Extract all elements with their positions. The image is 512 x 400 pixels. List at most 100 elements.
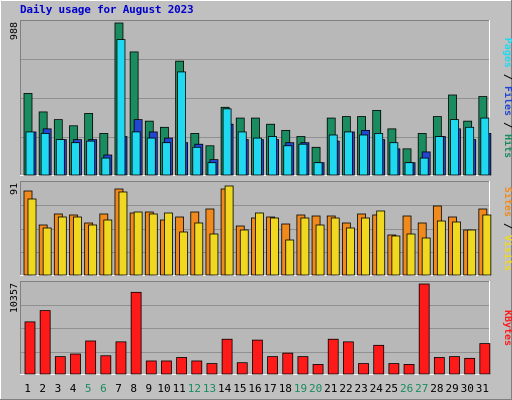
day-label: 7 [115,382,122,395]
visits-bar [27,198,37,276]
day-label: 31 [476,382,489,395]
visits-bar [361,217,370,276]
day-label: 28 [430,382,443,395]
pages-bar [131,131,141,176]
kbytes-bar [221,338,233,375]
visits-bar [255,212,264,276]
visits-bar [345,227,355,276]
kbytes-bar [206,363,218,375]
visits-bar [300,217,310,276]
pages-bar [389,142,399,176]
day-label: 15 [233,382,246,395]
kbytes-bar [176,357,188,375]
kbytes-bar [479,343,491,375]
kbytes-bar [267,356,278,375]
kbytes-bar [70,353,81,375]
pages-bar [222,108,232,176]
legend-sites: Sites [502,187,512,217]
visits-bar [88,224,98,276]
pages-bar [192,146,202,176]
day-label: 10 [157,382,170,395]
pages-bar [25,131,35,176]
pages-bar [86,140,96,176]
panel-1-ymax-label: 988 [9,22,20,40]
visits-bar [103,219,113,276]
pages-bar [374,133,384,176]
kbytes-bar [449,356,460,375]
visits-bar [179,231,189,276]
pages-bar [480,117,490,176]
legend-visits: Visits [502,235,512,271]
visits-bar [57,216,67,276]
day-label: 24 [370,382,384,395]
visits-bar [436,220,446,276]
kbytes-bar [342,341,354,375]
kbytes-bar [54,356,66,375]
day-label: 25 [385,382,398,395]
day-label: 20 [309,382,322,395]
kbytes-bar [433,357,445,375]
pages-bar [253,137,262,176]
kbytes-bar [297,356,309,375]
day-label: 12 [188,382,201,395]
kbytes-bar [418,283,430,375]
kbytes-bar [358,363,369,375]
kbytes-bar [312,364,324,375]
day-label: 27 [415,382,428,395]
day-label: 5 [85,382,92,395]
pages-bar [450,119,459,176]
legend-hits: Hits [502,134,512,158]
pages-bar [162,142,171,176]
day-label: 26 [400,382,413,395]
day-label: 1 [24,382,31,395]
kbytes-bar [145,360,157,375]
visits-bar [391,235,401,276]
visits-bar [148,213,158,276]
visits-bar [376,210,386,276]
kbytes-bar [252,339,263,375]
legend-files: Files [502,86,512,116]
pages-bar [268,136,277,176]
pages-bar [328,134,338,176]
visits-bar [239,229,249,276]
day-label: 11 [173,382,186,395]
visits-bar [118,191,128,276]
day-label: 22 [339,382,352,395]
pages-bar [207,162,217,176]
visits-bar [164,212,173,276]
day-label: 3 [55,382,62,395]
pages-bar [465,126,475,176]
kbytes-bar [282,352,294,375]
visits-bar [194,222,204,276]
visits-bar [467,229,477,276]
pages-bar [237,131,247,176]
visits-bar [482,214,492,276]
pages-bar [283,145,293,176]
kbytes-bar [373,344,385,375]
day-label: 14 [218,382,232,395]
legend-separator: / [502,68,512,86]
kbytes-bar [24,321,36,375]
pages-bar [146,137,156,176]
legend-pages: Pages [502,38,512,68]
day-label: 17 [264,382,277,395]
visits-bar [315,224,325,276]
kbytes-bar [85,340,97,375]
pages-bar [359,134,368,176]
day-label: 16 [248,382,261,395]
pages-bar [434,136,444,176]
visits-bar [209,233,219,276]
panel-3-ymax-label: 10357 [9,283,20,313]
kbytes-bar [100,355,112,375]
panel-2-ymax-label: 91 [9,183,20,195]
day-label: 30 [461,382,474,395]
kbytes-bar [191,360,203,375]
day-label: 18 [279,382,292,395]
day-label: 4 [70,382,77,395]
day-label: 29 [445,382,458,395]
kbytes-bar [236,362,248,375]
pages-bar [116,39,126,176]
visits-bar [330,217,340,276]
day-label: 13 [203,382,216,395]
